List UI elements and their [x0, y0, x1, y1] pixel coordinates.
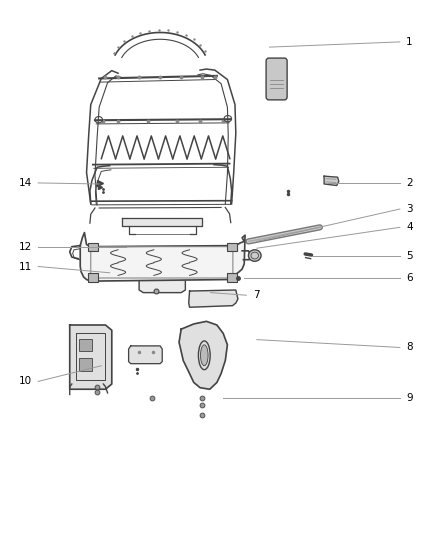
Text: 14: 14 — [19, 178, 32, 188]
Text: 1: 1 — [406, 37, 413, 47]
Polygon shape — [139, 281, 185, 293]
Bar — [88, 273, 98, 281]
Polygon shape — [80, 232, 245, 281]
Text: 6: 6 — [406, 273, 413, 283]
Bar — [79, 358, 92, 371]
Text: 2: 2 — [406, 178, 413, 188]
Bar — [226, 243, 237, 252]
Ellipse shape — [248, 250, 261, 261]
Text: 12: 12 — [19, 241, 32, 252]
Text: 5: 5 — [406, 251, 413, 261]
Polygon shape — [129, 346, 162, 364]
Text: 10: 10 — [19, 376, 32, 386]
Polygon shape — [324, 176, 339, 185]
Text: 7: 7 — [253, 290, 259, 300]
Ellipse shape — [201, 345, 208, 366]
Polygon shape — [189, 290, 238, 307]
Polygon shape — [179, 321, 227, 389]
Bar — [88, 243, 98, 252]
Text: 11: 11 — [19, 262, 32, 271]
Polygon shape — [70, 325, 112, 389]
Text: 4: 4 — [406, 222, 413, 232]
Bar — [79, 338, 92, 351]
Polygon shape — [122, 218, 202, 226]
Text: 3: 3 — [406, 204, 413, 214]
Text: 9: 9 — [406, 393, 413, 403]
Text: 8: 8 — [406, 343, 413, 352]
FancyBboxPatch shape — [266, 58, 287, 100]
Bar — [226, 273, 237, 281]
